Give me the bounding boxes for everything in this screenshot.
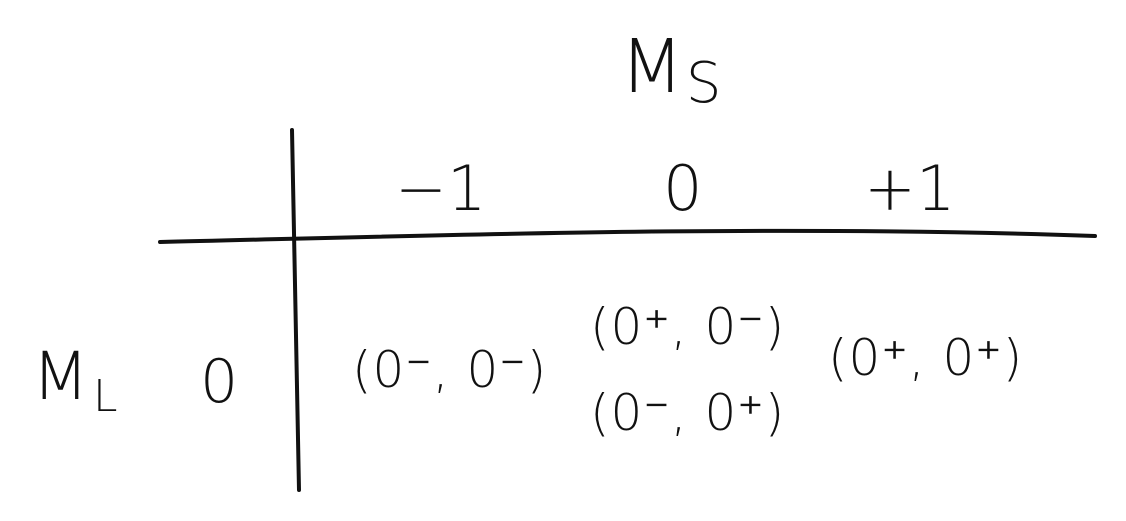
vertical-rule [290,128,301,492]
ml-subscript: L [92,371,118,422]
horizontal-rule [158,228,1097,244]
column-header-zero: 0 [663,152,703,225]
ms-axis-label: MS [620,30,721,112]
cell-ms-minus-one: (0⁻, 0⁻) [352,341,548,399]
row-header-zero: 0 [200,347,239,417]
ms-symbol: M [620,24,684,110]
column-header-minus-one: −1 [395,152,487,225]
column-header-plus-one: +1 [864,152,956,225]
ml-symbol: M [32,338,89,415]
cell-ms-zero-second: (0⁻, 0⁺) [590,384,786,442]
ml-axis-label: ML [32,344,117,419]
ms-subscript: S [685,51,722,116]
cell-ms-zero-first: (0⁺, 0⁻) [590,298,786,356]
cell-ms-plus-one: (0⁺, 0⁺) [828,329,1024,387]
